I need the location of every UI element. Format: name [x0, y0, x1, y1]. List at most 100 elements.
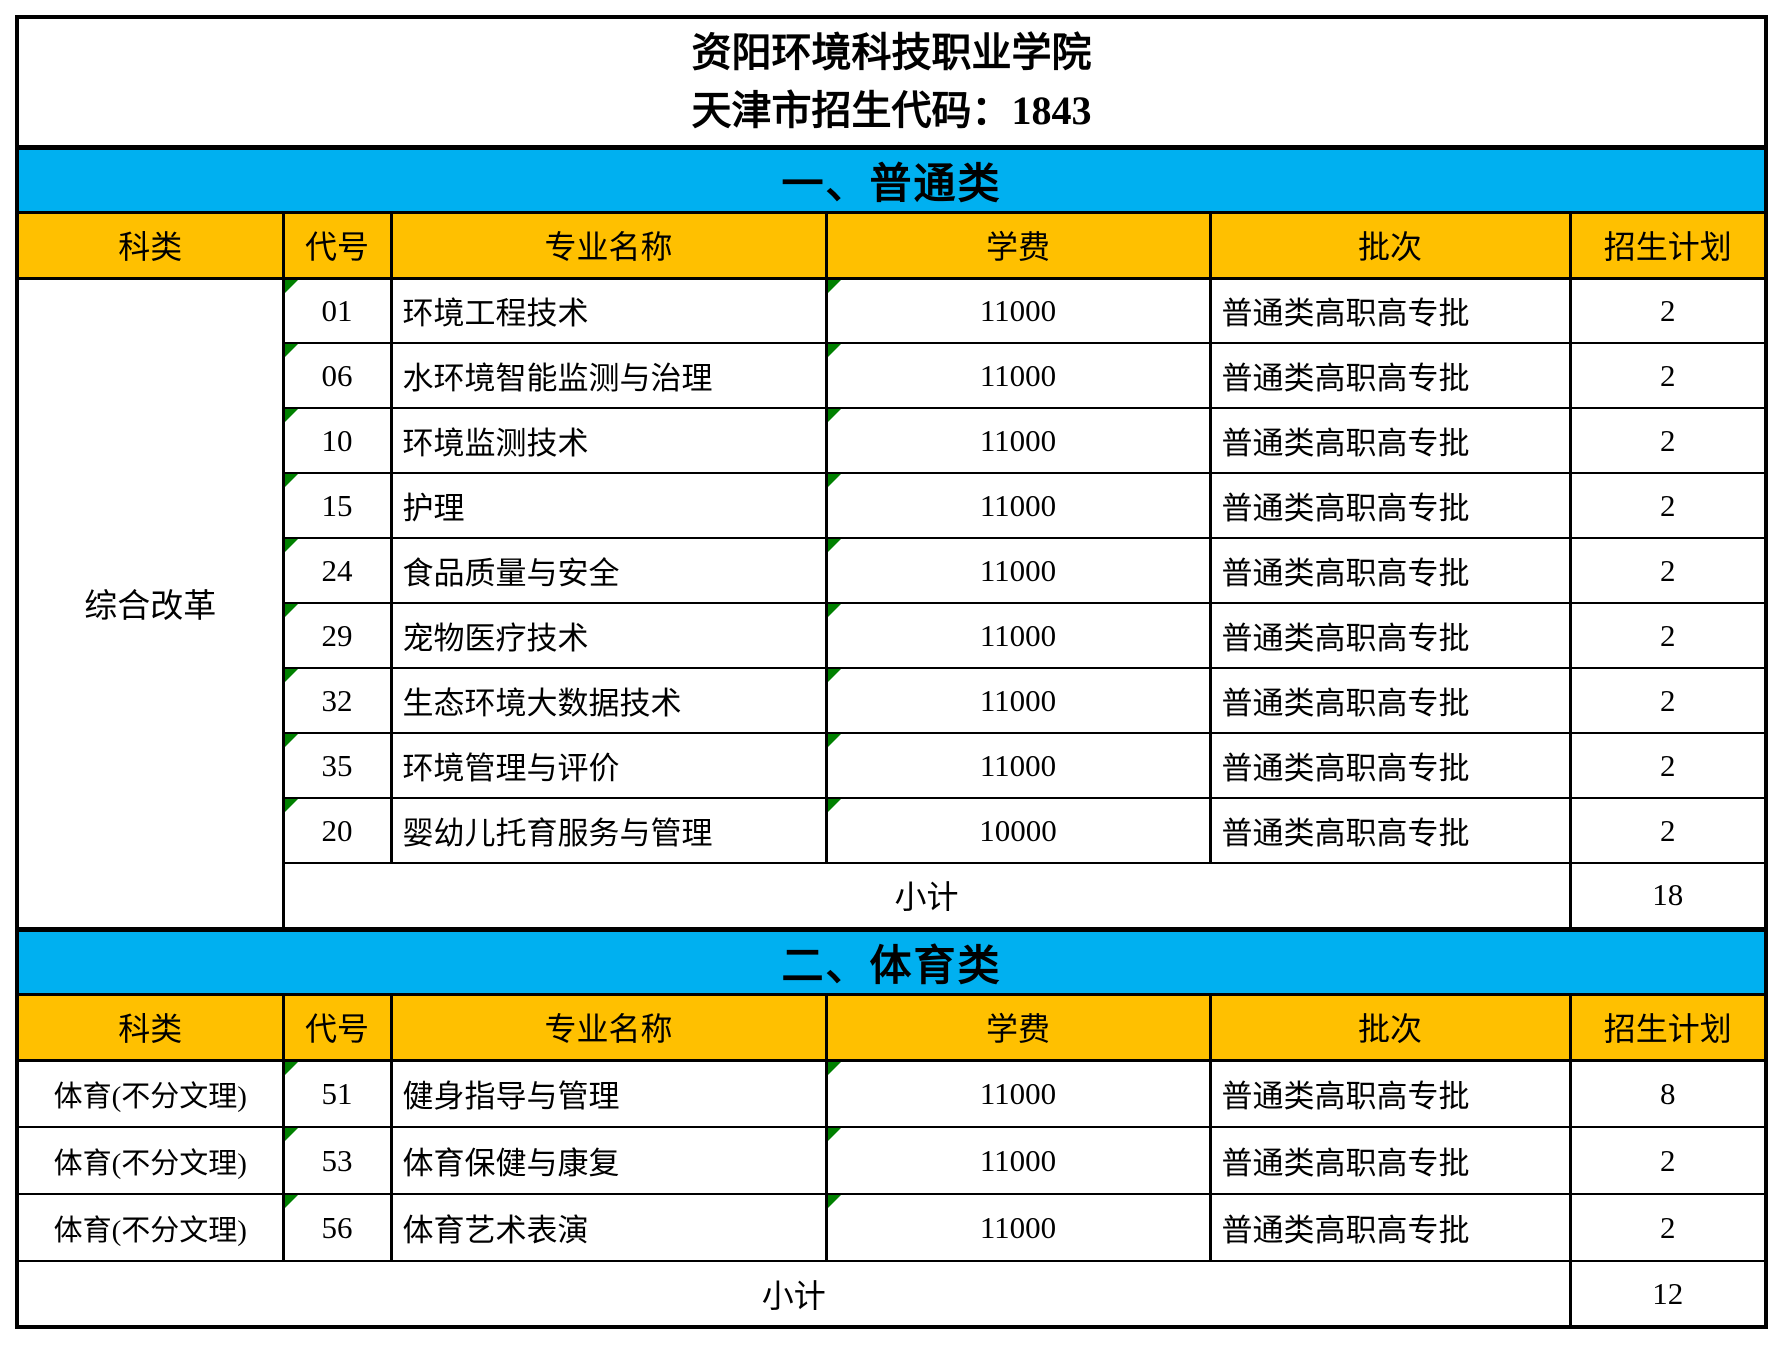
cell-tuition: 11000 — [824, 1126, 1212, 1195]
cell-major: 护理 — [389, 472, 828, 539]
table-row: 20 婴幼儿托育服务与管理 10000 普通类高职高专批 2 — [17, 797, 1768, 864]
cell-batch: 普通类高职高专批 — [1208, 1193, 1572, 1262]
col-header-code: 代号 — [281, 993, 393, 1062]
cell-plan: 2 — [1568, 667, 1768, 734]
cell-category: 体育(不分文理) — [15, 1126, 285, 1195]
cell-major: 环境工程技术 — [389, 277, 828, 344]
table-row: 32 生态环境大数据技术 11000 普通类高职高专批 2 — [17, 667, 1768, 734]
cell-code: 35 — [281, 732, 393, 799]
cell-batch: 普通类高职高专批 — [1208, 602, 1572, 669]
cell-major: 体育保健与康复 — [389, 1126, 828, 1195]
col-header-code: 代号 — [281, 211, 393, 280]
cell-plan: 2 — [1568, 407, 1768, 474]
tuition-value: 11000 — [979, 1142, 1057, 1178]
cell-tuition: 11000 — [824, 407, 1212, 474]
number-stored-as-text-flag-icon — [286, 280, 298, 293]
cell-tuition: 11000 — [824, 537, 1212, 604]
cell-major: 食品质量与安全 — [389, 537, 828, 604]
table-row: 综合改革 01 环境工程技术 11000 普通类高职高专批 2 — [15, 277, 1768, 930]
number-stored-as-text-flag-icon — [286, 345, 298, 357]
number-stored-as-text-flag-icon — [286, 735, 298, 747]
tuition-value: 11000 — [979, 422, 1057, 458]
cell-tuition: 11000 — [824, 277, 1212, 344]
cell-batch: 普通类高职高专批 — [1208, 472, 1572, 539]
cell-code: 24 — [281, 537, 393, 604]
number-stored-as-text-flag-icon — [286, 605, 298, 617]
section-heading-general: 一、普通类 — [15, 144, 1768, 214]
cell-batch: 普通类高职高专批 — [1208, 1126, 1572, 1195]
subtotal-value: 18 — [1568, 862, 1768, 932]
tuition-value: 11000 — [979, 292, 1057, 328]
cell-category: 体育(不分文理) — [15, 1193, 285, 1262]
number-stored-as-text-flag-icon — [829, 280, 841, 293]
admission-code: 天津市招生代码：1843 — [691, 87, 1092, 133]
number-stored-as-text-flag-icon — [286, 475, 298, 487]
cell-plan: 8 — [1568, 1059, 1768, 1128]
cell-major: 环境管理与评价 — [389, 732, 828, 799]
cell-tuition: 11000 — [824, 1193, 1212, 1262]
tuition-value: 11000 — [979, 1075, 1057, 1111]
code-value: 15 — [321, 487, 353, 523]
cell-code: 53 — [281, 1126, 393, 1195]
tuition-value: 10000 — [979, 812, 1057, 848]
code-value: 32 — [321, 682, 353, 718]
cell-major: 婴幼儿托育服务与管理 — [389, 797, 828, 864]
cell-batch: 普通类高职高专批 — [1208, 732, 1572, 799]
cell-tuition: 11000 — [824, 1059, 1212, 1128]
cell-major: 环境监测技术 — [389, 407, 828, 474]
cell-code: 29 — [281, 602, 393, 669]
number-stored-as-text-flag-icon — [829, 605, 841, 617]
code-value: 01 — [321, 292, 353, 328]
code-value: 51 — [321, 1075, 353, 1111]
cell-plan: 2 — [1568, 1126, 1768, 1195]
number-stored-as-text-flag-icon — [286, 800, 298, 812]
enrollment-plan-table: 资阳环境科技职业学院 天津市招生代码：1843 一、普通类 科类 代号 专业名称… — [15, 15, 1769, 1329]
cell-code: 01 — [281, 277, 393, 344]
cell-plan: 2 — [1568, 602, 1768, 669]
number-stored-as-text-flag-icon — [829, 475, 841, 487]
cell-plan: 2 — [1568, 537, 1768, 604]
number-stored-as-text-flag-icon — [829, 670, 841, 682]
number-stored-as-text-flag-icon — [829, 540, 841, 552]
code-value: 10 — [321, 422, 353, 458]
tuition-value: 11000 — [979, 357, 1057, 393]
table-row: 15 护理 11000 普通类高职高专批 2 — [17, 472, 1768, 539]
tuition-value: 11000 — [979, 1209, 1057, 1245]
tuition-value: 11000 — [979, 552, 1057, 588]
col-header-tuition: 学费 — [824, 211, 1212, 280]
cell-major: 生态环境大数据技术 — [389, 667, 828, 734]
table-row: 10 环境监测技术 11000 普通类高职高专批 2 — [17, 407, 1768, 474]
col-header-plan: 招生计划 — [1568, 993, 1768, 1062]
code-value: 06 — [321, 357, 353, 393]
number-stored-as-text-flag-icon — [286, 1129, 298, 1141]
cell-batch: 普通类高职高专批 — [1208, 407, 1572, 474]
code-value: 53 — [321, 1142, 353, 1178]
table-row: 06 水环境智能监测与治理 11000 普通类高职高专批 2 — [17, 342, 1768, 409]
subtotal-label: 小计 — [15, 1260, 1572, 1328]
cell-category: 体育(不分文理) — [15, 1059, 285, 1128]
col-header-plan: 招生计划 — [1568, 211, 1768, 280]
table-row: 体育(不分文理) 53 体育保健与康复 11000 普通类高职高专批 2 — [15, 1126, 1768, 1195]
cell-plan: 2 — [1568, 277, 1768, 344]
cell-major: 水环境智能监测与治理 — [389, 342, 828, 409]
tuition-value: 11000 — [979, 617, 1057, 653]
cell-tuition: 10000 — [824, 797, 1212, 864]
cell-batch: 普通类高职高专批 — [1208, 342, 1572, 409]
code-value: 29 — [321, 617, 353, 653]
subtotal-row: 小计 12 — [15, 1260, 1768, 1328]
cell-code: 15 — [281, 472, 393, 539]
number-stored-as-text-flag-icon — [829, 1129, 841, 1141]
table-row: 35 环境管理与评价 11000 普通类高职高专批 2 — [17, 732, 1768, 799]
cell-code: 56 — [281, 1193, 393, 1262]
cell-major: 宠物医疗技术 — [389, 602, 828, 669]
number-stored-as-text-flag-icon — [829, 800, 841, 812]
col-header-batch: 批次 — [1208, 993, 1572, 1062]
tuition-value: 11000 — [979, 487, 1057, 523]
code-value: 24 — [321, 552, 353, 588]
number-stored-as-text-flag-icon — [829, 1196, 841, 1208]
number-stored-as-text-flag-icon — [829, 735, 841, 747]
table-row: 29 宠物医疗技术 11000 普通类高职高专批 2 — [17, 602, 1768, 669]
subtotal-row: 小计 18 — [17, 862, 1768, 932]
cell-batch: 普通类高职高专批 — [1208, 667, 1572, 734]
